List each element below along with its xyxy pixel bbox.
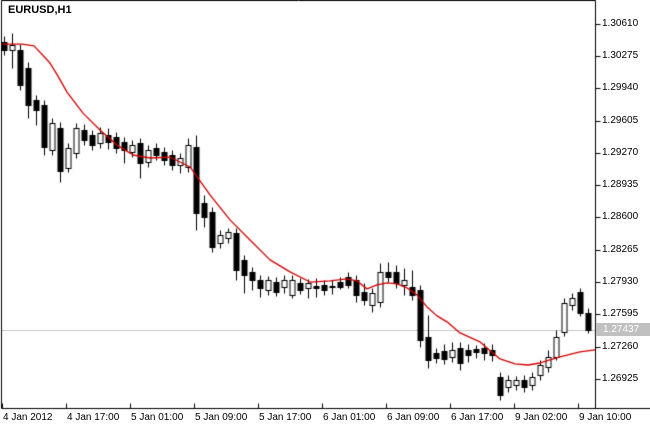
time-axis-label: 9 Jan 10:00 [579, 412, 632, 423]
price-axis-label: 1.29270 [602, 146, 639, 158]
time-axis-label: 6 Jan 17:00 [451, 412, 504, 423]
price-axis-label: 1.27260 [602, 340, 639, 352]
time-axis-label: 5 Jan 09:00 [195, 412, 248, 423]
price-axis-label: 1.29940 [602, 82, 639, 94]
symbol-period-label: EURUSD,H1 [8, 4, 72, 16]
price-axis-label: 1.27930 [602, 276, 639, 288]
price-axis-label: 1.27595 [602, 308, 639, 320]
price-axis-label: 1.30610 [602, 17, 639, 29]
price-axis-label: 1.28935 [602, 179, 639, 191]
time-axis-label: 4 Jan 17:00 [67, 412, 120, 423]
time-axis-label: 5 Jan 17:00 [259, 412, 312, 423]
time-axis-label: 6 Jan 09:00 [387, 412, 440, 423]
price-axis-label: 1.29605 [602, 114, 639, 126]
price-axis-label: 1.30275 [602, 50, 639, 62]
time-axis-label: 5 Jan 01:00 [131, 412, 184, 423]
price-axis-label: 1.28600 [602, 211, 639, 223]
current-price-tag: 1.27437 [596, 323, 650, 337]
price-axis-label: 1.28265 [602, 243, 639, 255]
time-axis-label: 9 Jan 02:00 [515, 412, 568, 423]
time-axis-label: 6 Jan 01:00 [323, 412, 376, 423]
price-axis-label: 1.26925 [602, 372, 639, 384]
time-axis-label: 4 Jan 2012 [3, 412, 53, 423]
